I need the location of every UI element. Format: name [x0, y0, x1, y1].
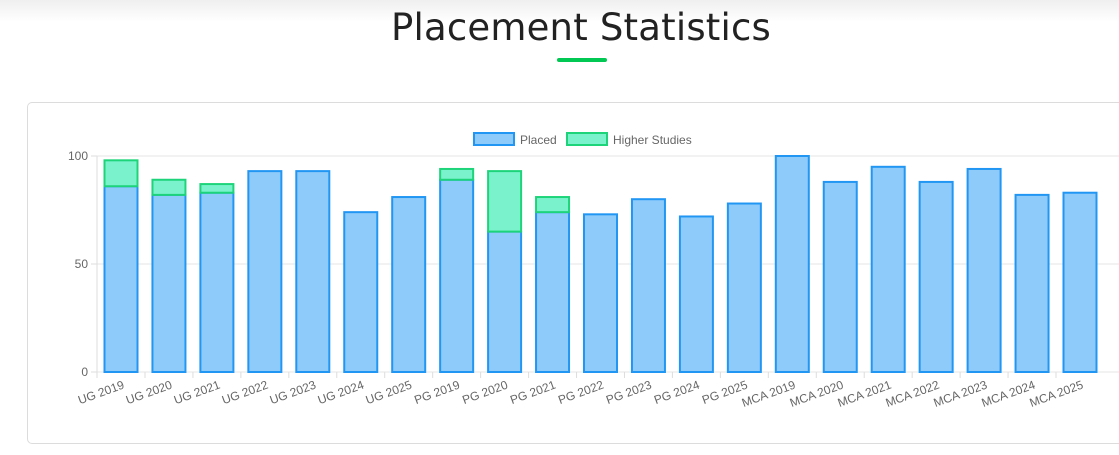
bar-placed[interactable]	[103, 185, 139, 373]
y-tick-label: 100	[68, 149, 88, 163]
header-shade	[0, 0, 1119, 22]
x-tick-label: MCA 2024	[980, 378, 1038, 410]
bar-placed[interactable]	[295, 170, 331, 374]
bar-placed[interactable]	[870, 165, 906, 373]
bar-higher-studies[interactable]	[151, 178, 187, 196]
x-tick-label: MCA 2025	[1028, 378, 1086, 410]
bar-higher-studies[interactable]	[439, 167, 475, 181]
y-tick-label: 0	[81, 365, 88, 379]
legend-label: Placed	[520, 133, 557, 147]
title-underline	[557, 58, 607, 62]
bar-placed[interactable]	[151, 193, 187, 373]
legend-label: Higher Studies	[613, 133, 692, 147]
bar-placed[interactable]	[822, 180, 858, 373]
x-tick-label: UG 2024	[316, 378, 366, 408]
chart-card: 0 50 100 UG 2019 UG 2020 UG 2021 UG 2022 UG 202…	[27, 102, 1119, 444]
page-title: Placement Statistics	[390, 6, 772, 49]
bar-placed[interactable]	[630, 198, 666, 373]
x-tick-label: UG 2021	[172, 378, 222, 408]
x-tick-label: PG 2024	[652, 378, 702, 407]
x-tick-label: UG 2023	[268, 378, 318, 408]
bar-placed[interactable]	[391, 196, 427, 374]
bar-placed[interactable]	[966, 167, 1002, 373]
bar-placed[interactable]	[1014, 193, 1050, 373]
bar-higher-studies[interactable]	[103, 159, 139, 188]
bar-placed[interactable]	[535, 211, 571, 373]
y-tick-label: 50	[75, 257, 89, 271]
x-tick-label: MCA 2021	[836, 378, 894, 410]
x-tick-label: MCA 2019	[740, 378, 798, 410]
bar-placed[interactable]	[439, 178, 475, 374]
x-tick-label: UG 2025	[364, 378, 414, 408]
bar-placed[interactable]	[774, 155, 810, 373]
x-tick-label: PG 2020	[460, 378, 510, 407]
bar-higher-studies[interactable]	[535, 196, 571, 214]
bar-placed[interactable]	[726, 202, 762, 373]
bar-placed[interactable]	[247, 170, 283, 374]
x-tick-label: PG 2022	[556, 378, 606, 407]
x-tick-label: UG 2019	[76, 378, 126, 408]
bar-placed[interactable]	[199, 191, 235, 373]
bar-higher-studies[interactable]	[199, 183, 235, 194]
x-tick-label: MCA 2022	[884, 378, 942, 410]
x-tick-label: UG 2022	[220, 378, 270, 408]
bar-placed[interactable]	[1062, 191, 1098, 373]
bar-placed[interactable]	[583, 213, 618, 373]
x-tick-label: PG 2023	[604, 378, 654, 407]
legend[interactable]: Placed Higher Studies	[473, 132, 692, 147]
x-tick-label: UG 2020	[124, 378, 174, 408]
legend-swatch	[473, 132, 515, 146]
bar-placed[interactable]	[918, 180, 954, 373]
bar-placed[interactable]	[343, 211, 379, 373]
legend-item[interactable]: Placed	[473, 132, 557, 147]
legend-item[interactable]: Higher Studies	[566, 132, 692, 147]
bars	[103, 155, 1098, 374]
x-tick-label: MCA 2023	[932, 378, 990, 410]
x-tick-label: MCA 2020	[788, 378, 846, 410]
bar-placed[interactable]	[678, 215, 714, 374]
legend-swatch	[566, 132, 608, 146]
bar-placed[interactable]	[487, 230, 523, 373]
x-tick-label: PG 2019	[412, 378, 462, 407]
x-tick-label: PG 2021	[508, 378, 558, 407]
bar-higher-studies[interactable]	[487, 170, 523, 233]
